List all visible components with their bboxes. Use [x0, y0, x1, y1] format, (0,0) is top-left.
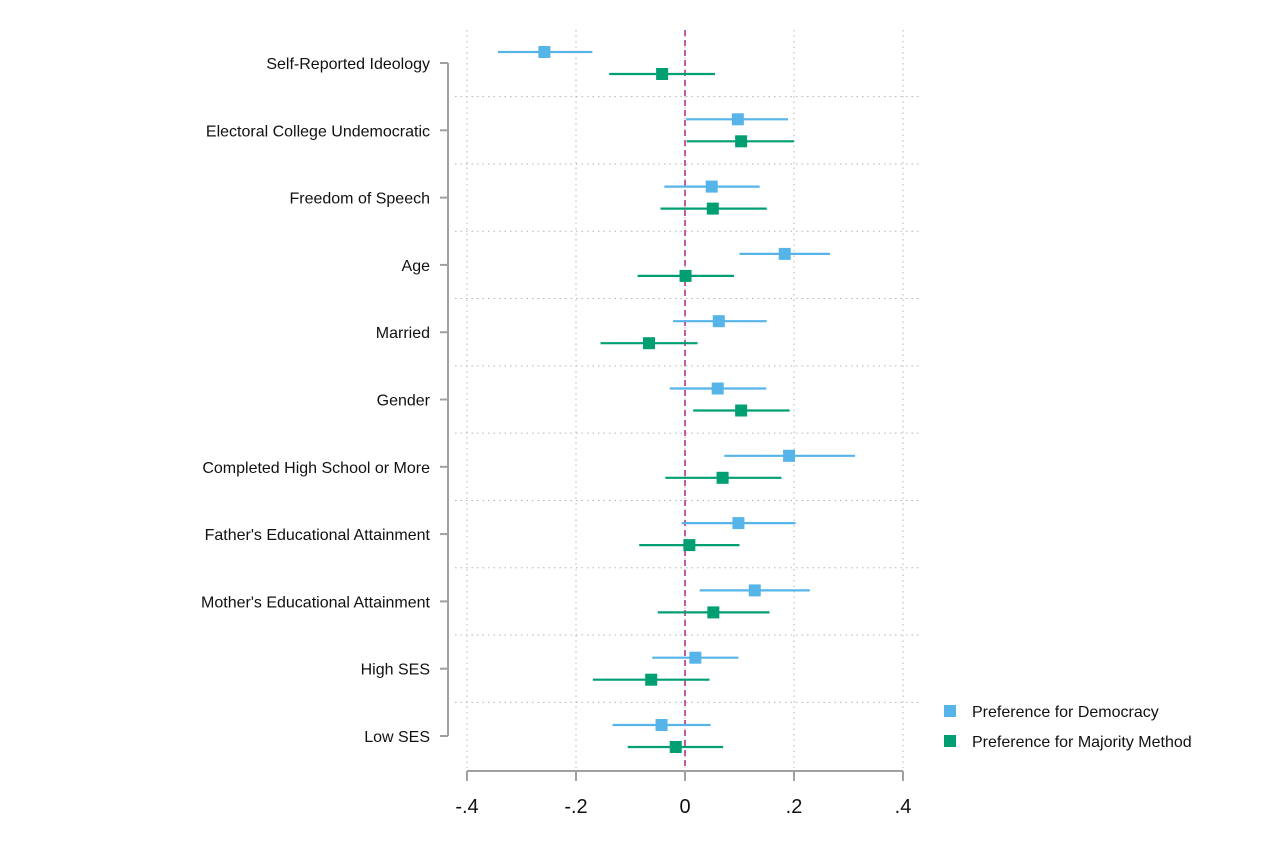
- grid-lines: [455, 30, 921, 768]
- point-estimate: [731, 113, 744, 126]
- point-estimate: [732, 517, 745, 530]
- category-label: Gender: [377, 393, 431, 410]
- point-estimate: [707, 606, 720, 619]
- category-labels: Self-Reported Ideology Electoral College …: [201, 56, 431, 746]
- point-estimate: [683, 539, 696, 552]
- x-axis-ticks: -.4 -.2 0 .2 .4: [455, 771, 911, 818]
- category-label: Low SES: [364, 729, 430, 746]
- point-estimate: [645, 673, 658, 686]
- x-tick-label: 0: [679, 796, 690, 818]
- point-estimate: [643, 337, 656, 350]
- x-tick-label: -.4: [455, 796, 478, 818]
- point-estimate: [656, 68, 669, 80]
- category-label: Self-Reported Ideology: [266, 56, 430, 73]
- point-estimate: [679, 269, 692, 282]
- x-tick-label: .4: [895, 796, 912, 818]
- point-estimate: [538, 46, 551, 58]
- point-estimate: [778, 247, 791, 260]
- legend-label: Preference for Majority Method: [972, 734, 1192, 751]
- category-label: High SES: [361, 662, 430, 679]
- point-estimate: [735, 404, 748, 417]
- legend-label: Preference for Democracy: [972, 704, 1159, 721]
- point-estimate: [735, 135, 748, 148]
- point-estimate: [669, 741, 682, 753]
- point-estimate: [689, 651, 702, 664]
- category-label: Married: [376, 325, 430, 342]
- axes: [440, 62, 903, 772]
- legend: Preference for Democracy Preference for M…: [944, 704, 1192, 751]
- point-estimate: [748, 584, 761, 597]
- x-tick-label: .2: [786, 796, 803, 818]
- point-estimate: [712, 315, 725, 328]
- legend-swatch: [944, 735, 956, 747]
- coefficient-markers: [498, 46, 856, 753]
- category-label: Freedom of Speech: [289, 191, 430, 208]
- point-estimate: [655, 719, 668, 731]
- category-label: Electoral College Undemocratic: [206, 123, 430, 140]
- point-estimate: [783, 449, 796, 462]
- category-label: Completed High School or More: [202, 460, 430, 477]
- point-estimate: [705, 180, 718, 193]
- point-estimate: [716, 471, 729, 484]
- point-estimate: [706, 202, 719, 215]
- legend-swatch: [944, 705, 956, 717]
- category-label: Father's Educational Attainment: [205, 527, 431, 544]
- x-tick-label: -.2: [564, 796, 587, 818]
- category-label: Age: [402, 258, 431, 275]
- category-label: Mother's Educational Attainment: [201, 594, 431, 611]
- point-estimate: [711, 382, 724, 395]
